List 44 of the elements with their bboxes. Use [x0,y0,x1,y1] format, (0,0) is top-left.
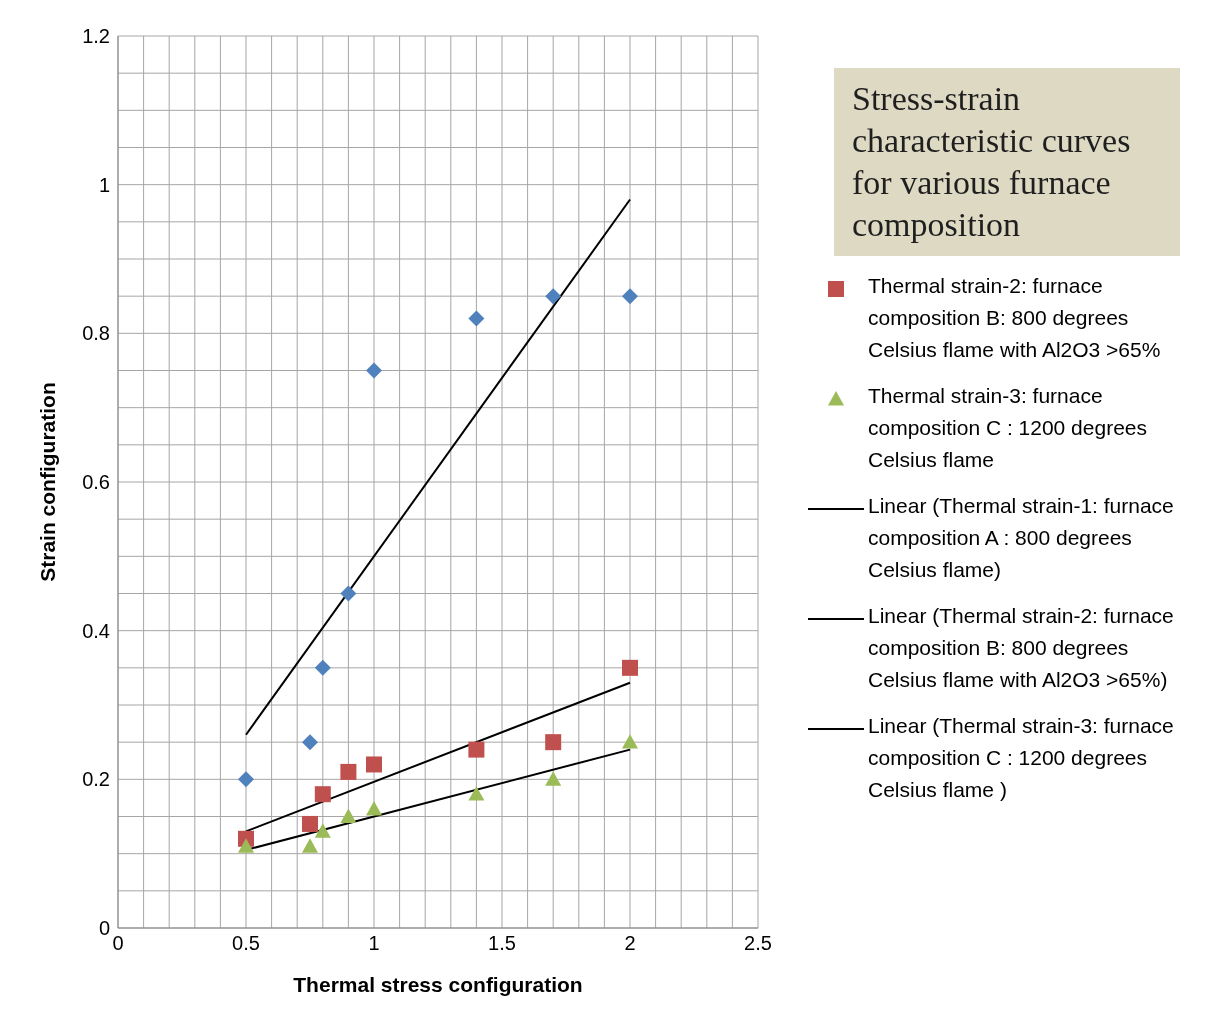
point [545,734,562,751]
point [302,838,318,853]
x-tick-label: 1.5 [488,932,516,955]
point [622,659,638,676]
legend-label: Thermal strain-3: furnace composition C : 1200 degrees Celsius flame [868,383,1148,473]
y-axis-title: Strain configuration [36,382,60,582]
point [314,786,331,803]
text: Stress-strain characteristic curves for various furnace composition [834,68,1180,256]
x-tick-label: 0 [112,932,124,955]
legend-label: Linear (Thermal strain-3: furnace composition C : 1200 degrees Celsius flame ) [868,713,1175,803]
y-tick-label: 1.2 [82,25,110,48]
point [238,771,254,788]
point [340,585,357,602]
point [545,288,562,305]
legend-label: Linear (Thermal strain-1: furnace composition A : 800 degrees Celsius flame) [868,493,1175,583]
point [622,734,638,749]
point [468,310,485,327]
legend-label: Linear (Thermal strain-2: furnace composition B: 800 degrees Celsius flame with Al2O3 >65%) [868,603,1175,693]
point [622,288,638,305]
x-axis-title: Thermal stress configuration [293,973,583,996]
legend-label: Thermal strain-2: furnace composition B: 800 degrees Celsius flame with Al2O3 >65% [868,273,1162,363]
point [468,741,485,758]
y-tick-label: 0.4 [82,619,110,642]
point [340,763,357,780]
point [314,823,331,838]
y-tick-label: 0.2 [82,768,110,791]
x-tick-label: 2 [624,932,636,955]
x-tick-label: 1 [368,932,380,955]
y-tick-label: 0 [98,917,110,940]
point [302,734,318,751]
point [238,838,254,853]
point [314,659,331,676]
point [302,815,318,832]
x-tick-label: 2.5 [744,932,772,955]
point [366,756,382,773]
point [366,801,382,816]
y-tick-label: 1 [98,173,110,196]
point [366,362,382,379]
point [468,786,485,801]
x-tick-label: 0.5 [232,932,260,955]
point [545,771,562,786]
y-tick-label: 0.8 [82,322,110,345]
y-tick-label: 0.6 [82,471,110,494]
point [340,808,357,823]
